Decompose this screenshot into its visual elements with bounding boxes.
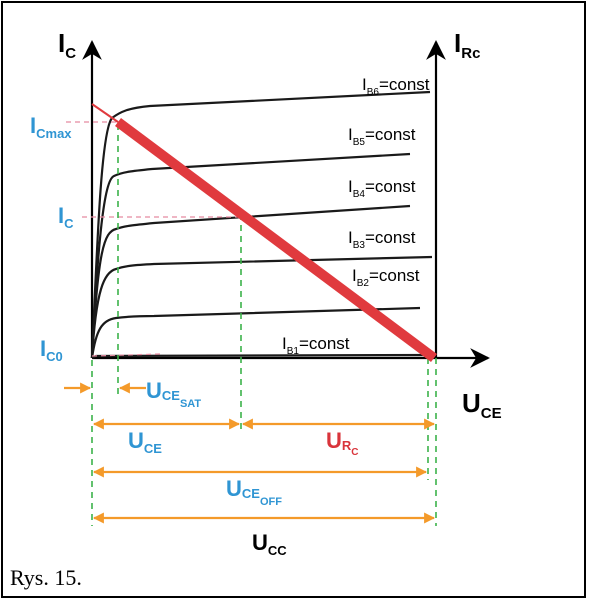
figure-caption: Rys. 15. xyxy=(10,565,82,590)
x-axis-label: UCE xyxy=(462,388,502,422)
y-axis-left-label: IC xyxy=(58,28,76,62)
uce-label: UCE xyxy=(128,428,162,456)
curve-ib2 xyxy=(90,306,421,359)
curve-label-ib3: IB3=const xyxy=(348,228,416,251)
ic-label: IC xyxy=(58,203,74,231)
curve-ib6 xyxy=(90,90,431,359)
curve-label-ib4: IB4=const xyxy=(348,177,416,200)
curve-label-ib1: IB1=const xyxy=(282,334,350,357)
curve-label-ib5: IB5=const xyxy=(348,125,416,148)
curve-ib3 xyxy=(90,255,433,359)
load-line xyxy=(115,117,437,363)
y-axis-right-label: IRc xyxy=(454,28,480,62)
curve-label-ib2: IB2=const xyxy=(352,266,420,289)
curve-ib4 xyxy=(90,204,411,359)
uce-sat-label: UCESAT xyxy=(146,378,201,410)
ic0-label: IC0 xyxy=(40,336,63,364)
curve-ib5 xyxy=(90,152,411,359)
load-line-thin xyxy=(91,103,119,123)
curve-label-ib6: IB6=const xyxy=(362,75,430,98)
ucc-label: UCC xyxy=(252,530,287,558)
uce-off-label: UCEOFF xyxy=(226,476,282,508)
ic0-dashed-line xyxy=(91,353,161,357)
urc-label: URC xyxy=(326,428,359,458)
icmax-label: ICmax xyxy=(30,113,72,141)
